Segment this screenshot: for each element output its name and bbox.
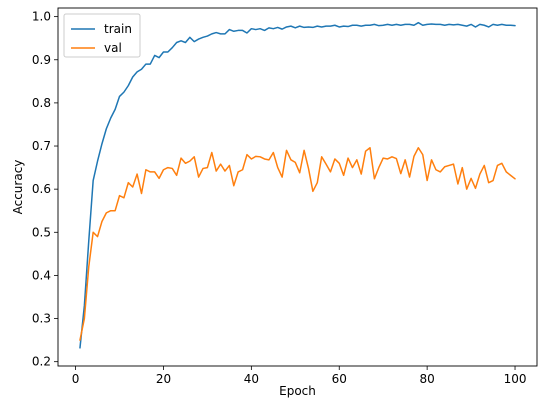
x-tick-label: 80 bbox=[419, 372, 434, 386]
y-tick-label: 0.5 bbox=[32, 225, 51, 239]
series-layer bbox=[79, 21, 516, 349]
series-line-train bbox=[79, 21, 516, 349]
legend-box bbox=[63, 13, 141, 58]
y-tick-label: 0.7 bbox=[32, 139, 51, 153]
y-tick-label: 0.6 bbox=[32, 182, 51, 196]
legend-label-val: val bbox=[104, 41, 122, 55]
series-line-val bbox=[79, 147, 516, 341]
plot-area bbox=[58, 8, 537, 366]
x-tick-label: 20 bbox=[156, 372, 171, 386]
x-tick-label: 60 bbox=[332, 372, 347, 386]
x-axis-title: Epoch bbox=[279, 384, 316, 398]
y-tick-label: 0.2 bbox=[32, 355, 51, 369]
legend-label-train: train bbox=[104, 22, 132, 36]
x-tick-label: 0 bbox=[72, 372, 80, 386]
y-tick-label: 0.4 bbox=[32, 268, 51, 282]
x-tick-label: 40 bbox=[244, 372, 259, 386]
y-tick-label: 1.0 bbox=[32, 10, 51, 24]
legend: train val bbox=[63, 13, 141, 58]
x-tick-label: 100 bbox=[504, 372, 527, 386]
ticks-layer: 0 20 40 60 80 100 0.2 0.3 0.4 0.5 0.6 0.7 0.8 0.9 1.0 bbox=[32, 10, 527, 386]
plot-frame bbox=[57, 7, 538, 367]
y-tick-label: 0.8 bbox=[32, 96, 51, 110]
y-tick-label: 0.9 bbox=[32, 53, 51, 67]
y-tick-label: 0.3 bbox=[32, 312, 51, 326]
y-axis-title: Accuracy bbox=[11, 160, 25, 215]
